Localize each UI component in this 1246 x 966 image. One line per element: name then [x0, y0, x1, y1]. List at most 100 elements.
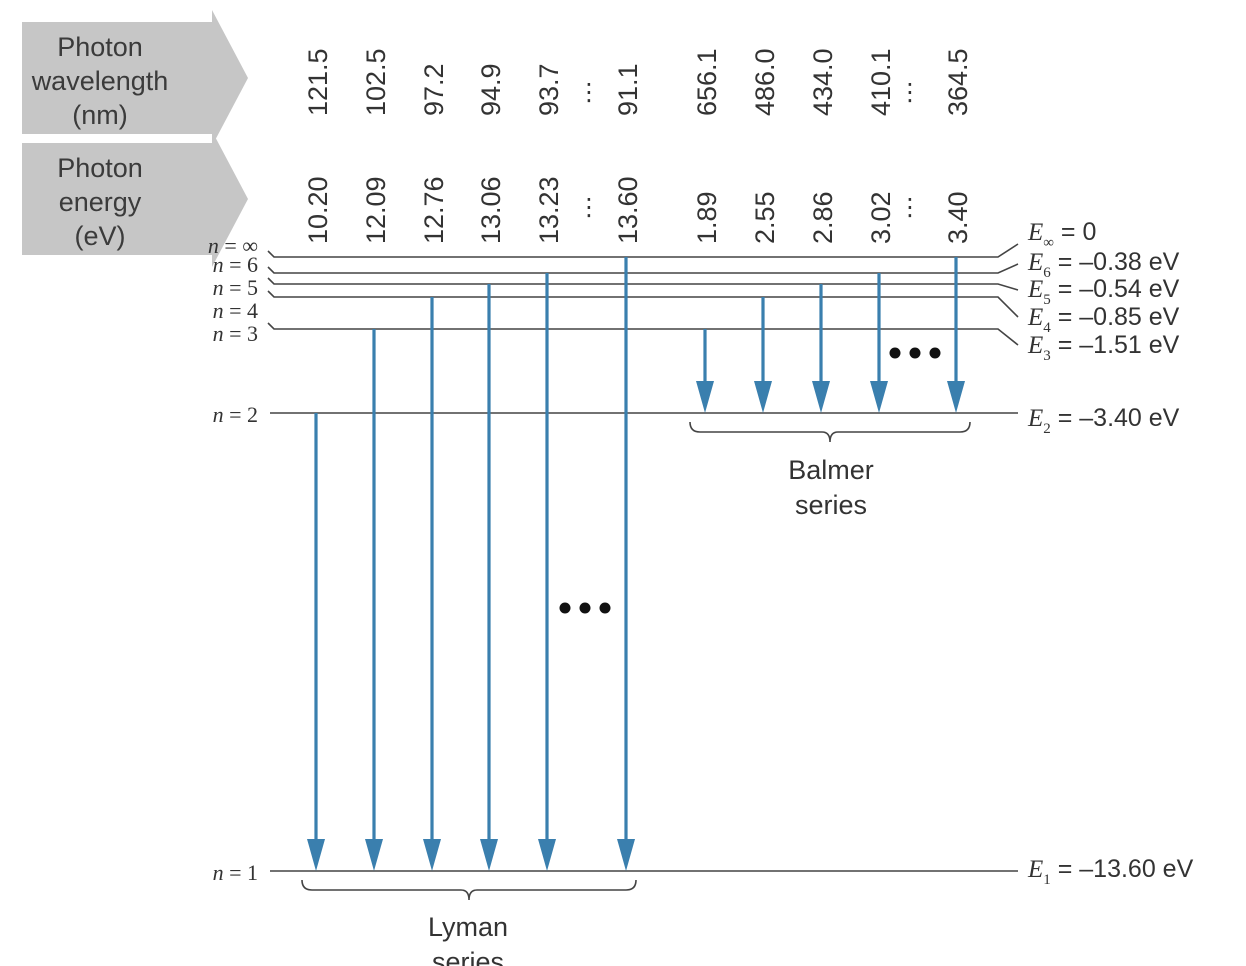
transition-arrow-head	[423, 839, 441, 871]
quantum-number-label: n = ∞	[208, 233, 258, 258]
energy-value: 2.86	[808, 191, 838, 244]
lyman-series-label: series	[432, 947, 504, 966]
energy-value: 10.20	[303, 176, 333, 244]
lyman-brace	[301, 879, 637, 901]
lyman-value-column: 93.7 13.23	[534, 63, 564, 244]
energy-level-n4: n = 4 E4 = –0.85 eV	[213, 290, 1180, 336]
energy-value: 12.09	[361, 176, 391, 244]
wavelength-value: 656.1	[692, 48, 722, 116]
transition-arrow-head	[307, 839, 325, 871]
energy-value: 3.40	[943, 191, 973, 244]
lyman-arrow	[423, 297, 441, 871]
transition-arrow-head	[617, 839, 635, 871]
photon-energy-box-label-line: (eV)	[74, 221, 125, 251]
energy-levels: n = ∞ E∞ = 0 n = 6 E6 = –0.38 eV n = 5 E5 = –…	[208, 218, 1194, 888]
transition-arrow-head	[696, 381, 714, 413]
photon-wavelength-box-label-line: (nm)	[72, 100, 128, 130]
energy-value-label: E4 = –0.85 eV	[1027, 303, 1180, 336]
lyman-arrow	[538, 273, 556, 871]
dot	[579, 602, 591, 614]
energy-level-n6: n = 6 E6 = –0.38 eV	[213, 248, 1180, 281]
energy-level-line	[267, 277, 1019, 291]
wavelength-value: 486.0	[750, 48, 780, 116]
transition-arrow-head	[365, 839, 383, 871]
transition-arrow-head	[754, 381, 772, 413]
wavelength-value: 410.1	[866, 48, 896, 116]
balmer-wavelength-ellipsis: ⋮	[898, 79, 922, 106]
energy-level-n2: n = 2 E2 = –3.40 eV	[213, 402, 1180, 437]
quantum-number-label: n = 6	[213, 252, 258, 277]
balmer-series-label: Balmer	[788, 455, 874, 485]
energy-value: 2.55	[750, 191, 780, 244]
quantum-number-label: n = 4	[213, 298, 258, 323]
lyman-value-column: 97.2 12.76	[419, 63, 449, 244]
photon-energy-box-label-line: energy	[59, 187, 142, 217]
wavelength-value: 102.5	[361, 48, 391, 116]
balmer-value-column: 364.5 3.40	[943, 48, 973, 244]
photon-wavelength-box-label-line: wavelength	[31, 66, 169, 96]
transition-arrow-head	[538, 839, 556, 871]
quantum-number-label: n = 5	[213, 275, 258, 300]
energy-value-label: E2 = –3.40 eV	[1027, 404, 1180, 437]
energy-level-n1: n = 1 E1 = –13.60 eV	[213, 855, 1194, 888]
quantum-number-label: n = 3	[213, 321, 258, 346]
transition-arrows	[307, 257, 965, 871]
balmer-arrow	[754, 297, 772, 413]
dot	[929, 347, 941, 359]
lyman-value-column: 102.5 12.09	[361, 48, 391, 244]
dot	[909, 347, 921, 359]
balmer-series-label: series	[795, 490, 867, 520]
balmer-arrow	[870, 273, 888, 413]
energy-level-line	[267, 322, 1019, 346]
balmer-arrow	[947, 257, 965, 413]
balmer-brace	[689, 421, 971, 443]
lyman-value-column: 121.5 10.20	[303, 48, 333, 244]
lyman-energy-ellipsis: ⋮	[577, 194, 601, 221]
dot	[889, 347, 901, 359]
energy-level-ninf: n = ∞ E∞ = 0	[208, 218, 1096, 258]
lyman-arrow	[480, 284, 498, 871]
photon-energy-box: Photon energy (eV)	[22, 131, 248, 267]
transition-arrow-head	[947, 381, 965, 413]
energy-value: 13.60	[613, 176, 643, 244]
header-boxes: Photon wavelength (nm) Photon energy (eV)	[22, 10, 248, 267]
wavelength-value: 97.2	[419, 63, 449, 116]
energy-value: 13.23	[534, 176, 564, 244]
wavelength-value: 364.5	[943, 48, 973, 116]
energy-level-line	[267, 263, 1019, 274]
energy-level-n5: n = 5 E5 = –0.54 eV	[213, 275, 1180, 308]
energy-value-label: E6 = –0.38 eV	[1027, 248, 1180, 281]
lyman-arrow	[617, 257, 635, 871]
transition-arrow-head	[812, 381, 830, 413]
energy-level-n3: n = 3 E3 = –1.51 eV	[213, 321, 1180, 364]
lyman-series-label: Lyman	[428, 912, 508, 942]
balmer-value-column: 410.1 3.02	[866, 48, 896, 244]
balmer-value-column: 486.0 2.55	[750, 48, 780, 244]
photon-wavelength-box-shape	[22, 10, 248, 146]
lyman-value-column: 91.1 13.60	[613, 63, 643, 244]
wavelength-value: 93.7	[534, 63, 564, 116]
lyman-more-dots	[559, 602, 611, 614]
dot	[559, 602, 571, 614]
wavelength-value: 91.1	[613, 63, 643, 116]
energy-value-label: E3 = –1.51 eV	[1027, 331, 1180, 364]
lyman-arrow	[365, 329, 383, 871]
wavelength-value: 94.9	[476, 63, 506, 116]
balmer-arrow	[812, 284, 830, 413]
energy-value: 12.76	[419, 176, 449, 244]
series-braces: Balmer series Lyman series	[301, 421, 971, 966]
lyman-arrow	[307, 413, 325, 871]
lyman-value-column: 94.9 13.06	[476, 63, 506, 244]
balmer-value-column: 434.0 2.86	[808, 48, 838, 244]
balmer-energy-ellipsis: ⋮	[898, 194, 922, 221]
balmer-arrow	[696, 329, 714, 413]
photon-wavelength-box: Photon wavelength (nm)	[22, 10, 248, 146]
photon-value-columns: 121.5 10.20 102.5 12.09 97.2 12.76 94.9 13.06 93…	[303, 48, 973, 244]
dot	[599, 602, 611, 614]
balmer-value-column: 656.1 1.89	[692, 48, 722, 244]
balmer-more-dots	[889, 347, 941, 359]
energy-value-label: E∞ = 0	[1027, 218, 1096, 251]
photon-energy-box-shape	[22, 131, 248, 267]
energy-level-line	[267, 243, 1019, 258]
